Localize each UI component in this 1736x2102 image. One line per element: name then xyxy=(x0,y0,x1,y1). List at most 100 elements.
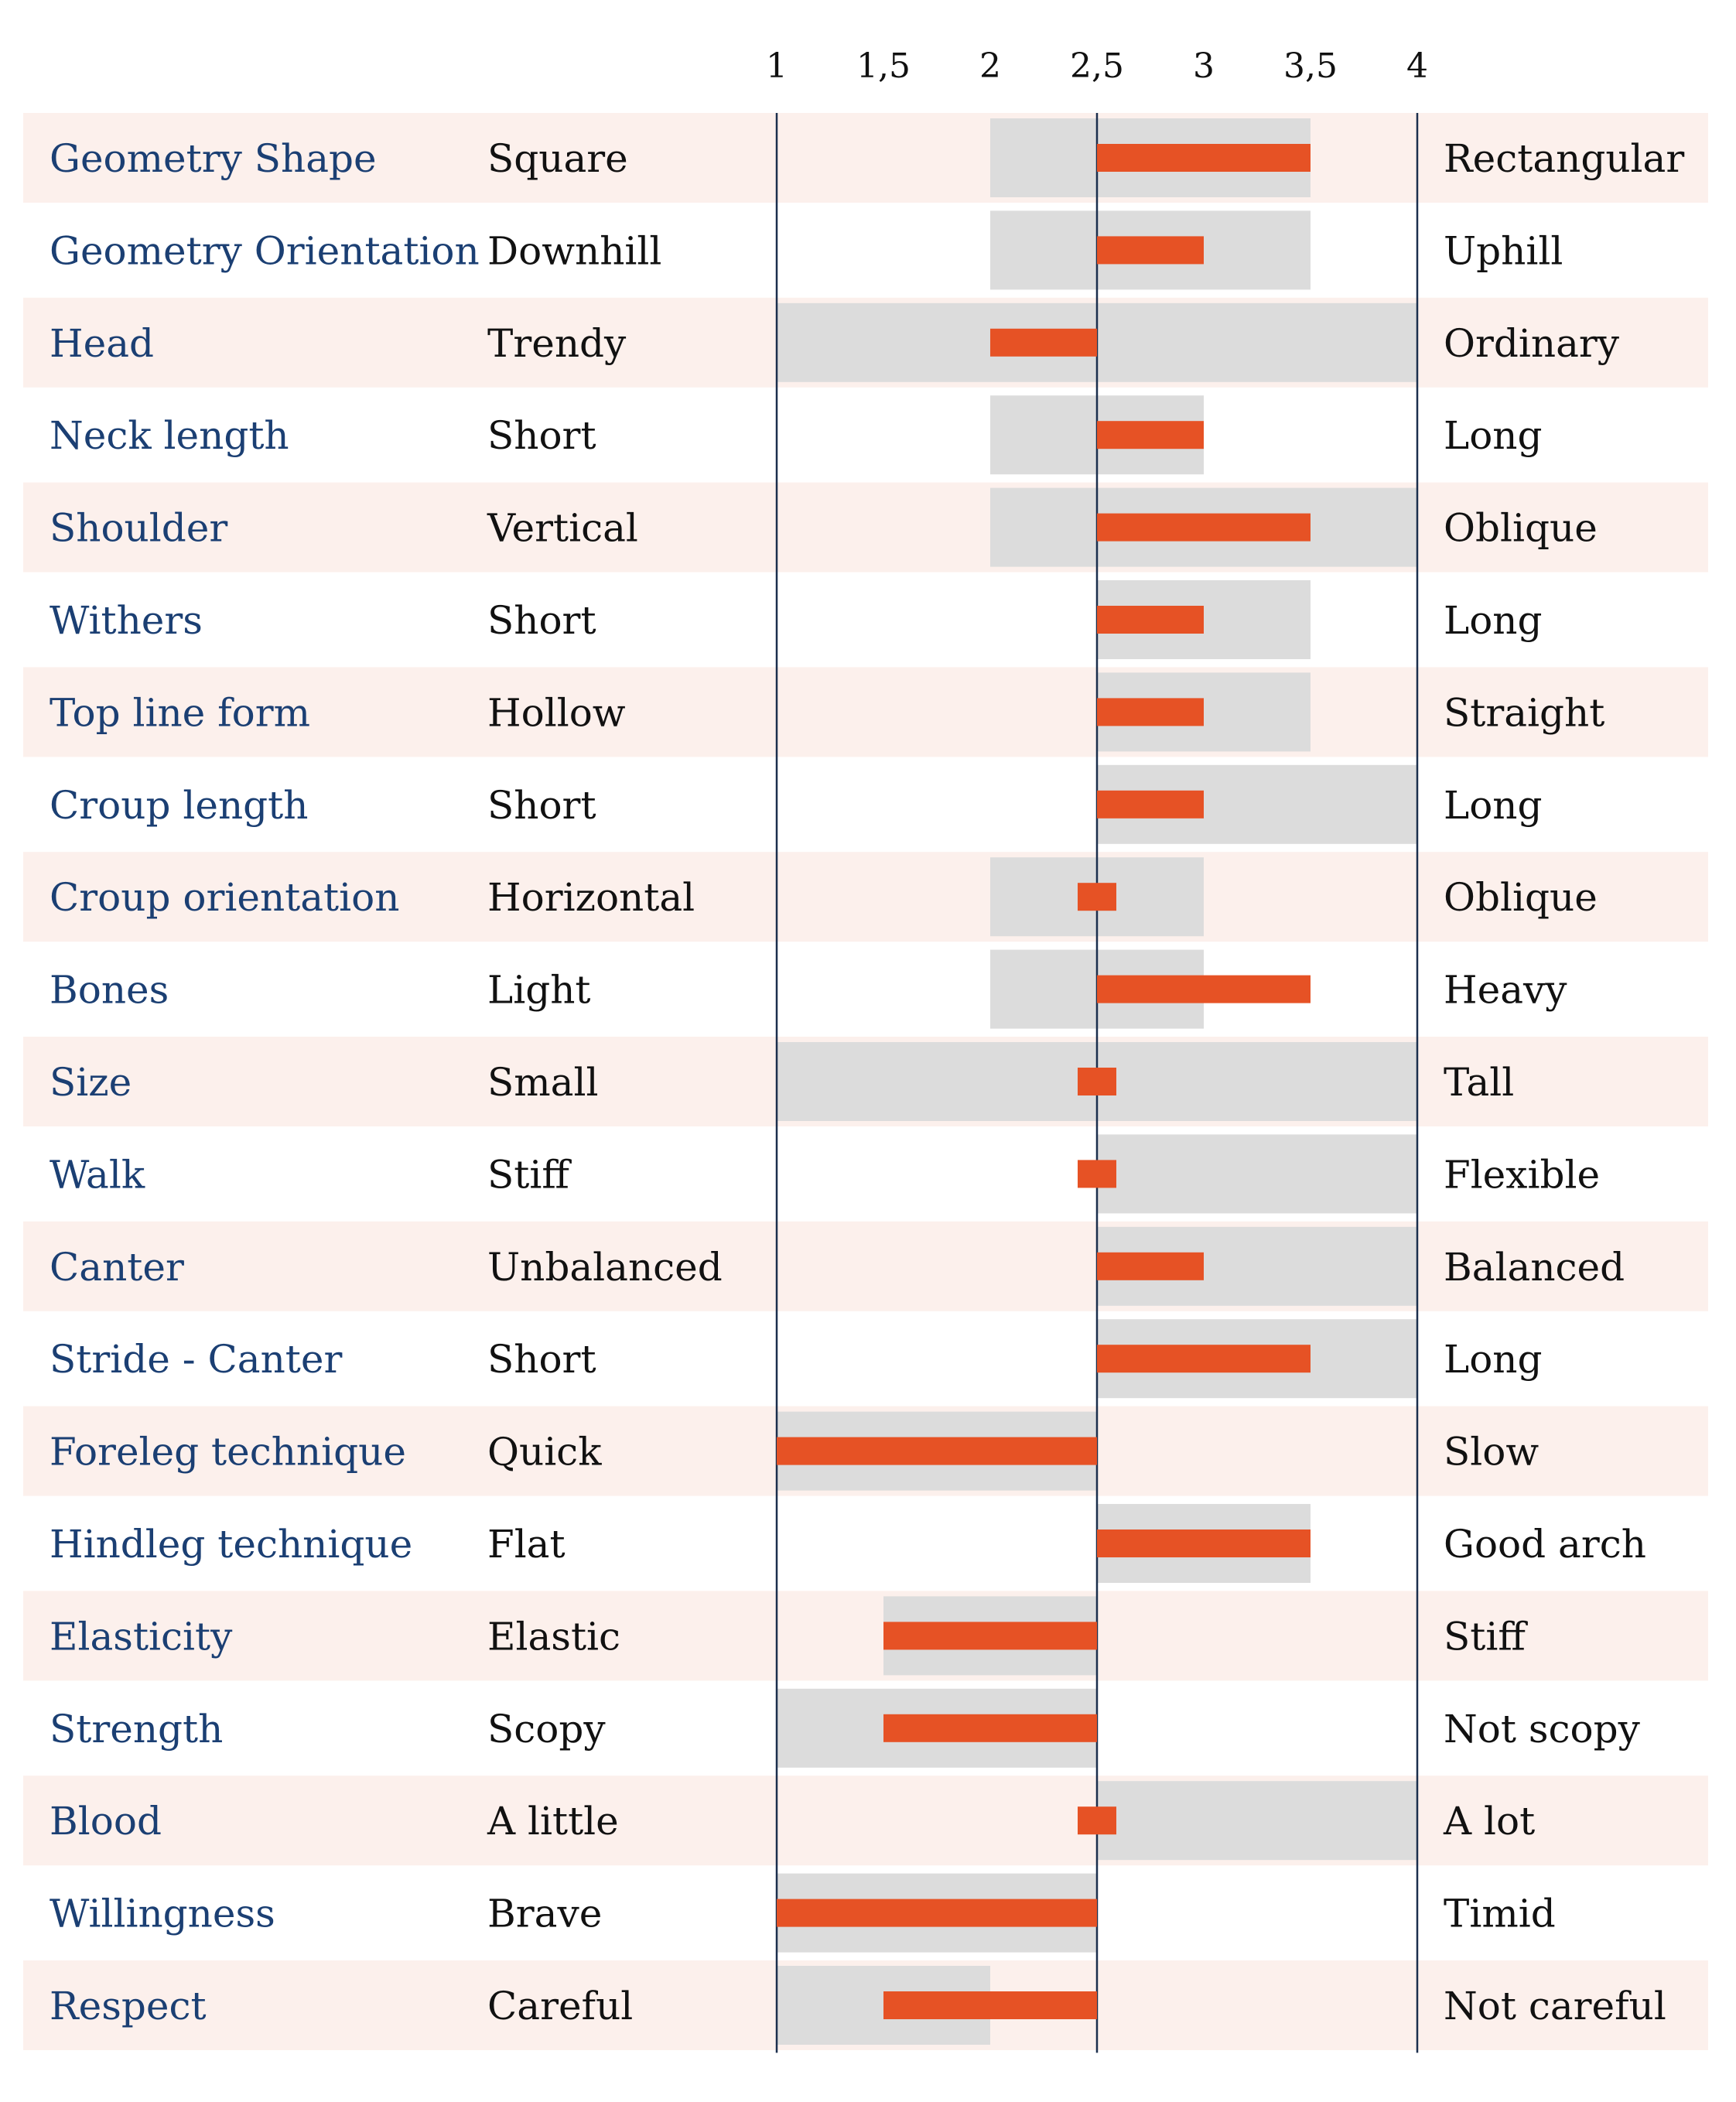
value-bar xyxy=(990,328,1097,357)
low-anchor-label: Square xyxy=(487,136,628,181)
x-tick-label: 2 xyxy=(979,46,1001,86)
trait-label: Bones xyxy=(50,968,169,1013)
trait-label: Foreleg technique xyxy=(50,1430,406,1475)
high-anchor-label: Timid xyxy=(1444,1892,1556,1936)
high-anchor-label: Good arch xyxy=(1444,1522,1646,1567)
low-anchor-label: Horizontal xyxy=(487,875,695,920)
trait-label: Croup orientation xyxy=(50,875,399,920)
low-anchor-label: Scopy xyxy=(487,1707,606,1752)
high-anchor-label: Flexible xyxy=(1444,1152,1600,1197)
value-bar xyxy=(1097,698,1204,726)
high-anchor-label: Oblique xyxy=(1444,875,1598,920)
low-anchor-label: Short xyxy=(487,598,596,643)
value-bars xyxy=(777,144,1311,2019)
high-anchor-label: Slow xyxy=(1444,1430,1539,1475)
value-bar xyxy=(1078,1160,1116,1188)
value-bar xyxy=(883,1622,1097,1650)
row-band xyxy=(23,852,1708,942)
trait-label: Geometry Shape xyxy=(50,136,377,181)
low-anchor-label: Light xyxy=(487,968,591,1013)
value-bar xyxy=(1078,1068,1116,1095)
value-bar xyxy=(1097,144,1311,172)
value-bar xyxy=(777,1437,1097,1465)
value-bar xyxy=(883,1991,1097,2019)
low-anchor-label: Short xyxy=(487,413,596,458)
trait-label: Blood xyxy=(50,1799,162,1844)
low-anchor-label: Careful xyxy=(487,1984,633,2029)
trait-label: Hindleg technique xyxy=(50,1522,412,1567)
low-anchor-label: Flat xyxy=(487,1522,566,1567)
low-anchor-label: Short xyxy=(487,783,596,828)
high-anchor-label: Oblique xyxy=(1444,506,1598,551)
trait-label: Withers xyxy=(50,598,203,643)
low-anchor-label: Elastic xyxy=(487,1614,620,1659)
low-anchor-label: Short xyxy=(487,1337,596,1382)
value-bar xyxy=(1097,1252,1204,1280)
high-anchor-label: Ordinary xyxy=(1444,321,1620,366)
trait-label: Croup length xyxy=(50,783,308,828)
trait-label: Neck length xyxy=(50,413,289,458)
trait-label: Shoulder xyxy=(50,506,227,551)
high-anchor-label: Straight xyxy=(1444,690,1604,735)
value-bar xyxy=(1097,790,1204,819)
trait-label: Walk xyxy=(50,1152,145,1197)
low-anchor-label: Trendy xyxy=(487,321,627,366)
high-anchor-label: Not scopy xyxy=(1444,1707,1641,1752)
x-tick-labels: 1 1,5 2 2,5 3 3,5 4 xyxy=(766,46,1428,86)
value-bar xyxy=(1097,975,1311,1003)
high-anchor-label: Long xyxy=(1444,783,1543,828)
range-bar xyxy=(1097,1781,1417,1861)
trait-label: Strength xyxy=(50,1707,223,1752)
high-anchor-label: Long xyxy=(1444,598,1543,643)
row-labels: Geometry Shape Square Rectangular Geometry … xyxy=(50,136,1684,2029)
trait-label: Canter xyxy=(50,1245,184,1290)
high-anchor-label: Heavy xyxy=(1444,968,1567,1013)
low-anchor-label: Brave xyxy=(487,1892,602,1936)
high-anchor-label: Rectangular xyxy=(1444,136,1684,181)
low-anchor-label: Downhill xyxy=(487,228,661,273)
value-bar xyxy=(1078,1806,1116,1835)
low-anchor-label: Stiff xyxy=(487,1152,572,1197)
value-bar xyxy=(1097,236,1204,265)
row-band xyxy=(23,1776,1708,1866)
row-band xyxy=(23,667,1708,757)
trait-label: Size xyxy=(50,1060,132,1105)
row-band xyxy=(23,1221,1708,1311)
value-bar xyxy=(1097,513,1311,542)
value-bar xyxy=(1097,606,1204,634)
row-band xyxy=(23,113,1708,203)
trait-label: Top line form xyxy=(50,690,310,735)
low-anchor-label: Small xyxy=(487,1060,598,1105)
trait-label: Head xyxy=(50,321,154,366)
x-tick-label: 3 xyxy=(1193,46,1215,86)
value-bar xyxy=(777,1899,1097,1927)
high-anchor-label: Long xyxy=(1444,1337,1543,1382)
low-anchor-label: Unbalanced xyxy=(487,1245,723,1290)
value-bar xyxy=(1097,421,1204,449)
low-anchor-label: Vertical xyxy=(487,506,638,551)
high-anchor-label: Balanced xyxy=(1444,1245,1625,1290)
high-anchor-label: Not careful xyxy=(1444,1984,1666,2029)
x-tick-label: 4 xyxy=(1406,46,1428,86)
low-anchor-label: Hollow xyxy=(487,690,626,735)
range-bar xyxy=(1097,1134,1417,1214)
x-tick-label: 1,5 xyxy=(856,46,911,86)
low-anchor-label: Quick xyxy=(487,1430,602,1475)
value-bar xyxy=(883,1714,1097,1742)
trait-label: Stride - Canter xyxy=(50,1337,342,1382)
row-band xyxy=(23,482,1708,572)
value-bar xyxy=(1097,1530,1311,1557)
x-tick-label: 2,5 xyxy=(1070,46,1124,86)
trait-label: Elasticity xyxy=(50,1614,233,1659)
high-anchor-label: Long xyxy=(1444,413,1543,458)
row-band xyxy=(23,1591,1708,1681)
trait-label: Geometry Orientation xyxy=(50,228,480,273)
trait-label: Willingness xyxy=(50,1892,275,1936)
value-bar xyxy=(1078,883,1116,911)
high-anchor-label: A lot xyxy=(1443,1799,1535,1844)
x-tick-label: 1 xyxy=(766,46,788,86)
high-anchor-label: Tall xyxy=(1444,1060,1514,1105)
x-tick-label: 3,5 xyxy=(1283,46,1338,86)
value-bar xyxy=(1097,1345,1311,1373)
